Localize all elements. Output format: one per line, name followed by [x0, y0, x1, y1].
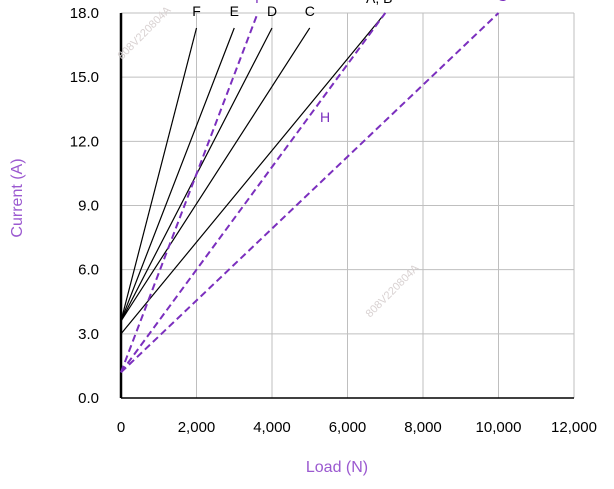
- y-tick-label: 6.0: [78, 262, 99, 279]
- x-tick-label: 0: [117, 419, 125, 436]
- x-tick-label: 12,000: [551, 419, 597, 436]
- series-label: A, B: [366, 0, 392, 6]
- series-label: F: [192, 3, 201, 19]
- x-tick-label: 4,000: [253, 419, 291, 436]
- y-tick-label: 12.0: [70, 133, 99, 150]
- grid: [121, 12, 575, 398]
- y-tick-label: 3.0: [78, 326, 99, 343]
- series-labels: A, B C D E F G H I: [192, 0, 508, 125]
- series-line: [120, 12, 387, 373]
- series-line: [120, 12, 386, 335]
- x-axis-title: Load (N): [306, 459, 368, 476]
- series-line: [120, 27, 311, 322]
- series-label: D: [267, 3, 277, 19]
- series-label: H: [320, 109, 330, 125]
- series-line: [120, 12, 500, 374]
- series-line: [120, 14, 258, 373]
- y-tick-label: 0.0: [78, 390, 99, 407]
- x-tick-label: 10,000: [476, 419, 522, 436]
- series-label: I: [255, 0, 259, 6]
- series-line: [120, 27, 235, 322]
- x-tick-label: 6,000: [329, 419, 367, 436]
- y-tick-label: 18.0: [70, 5, 99, 22]
- y-tick-label: 9.0: [78, 198, 99, 215]
- series-label: C: [305, 3, 315, 19]
- y-tick-label: 15.0: [70, 69, 99, 86]
- series-label: E: [230, 3, 239, 19]
- series-label: G: [497, 0, 508, 4]
- series-layer: [120, 12, 500, 374]
- tick-labels: 0.0 3.0 6.0 9.0 12.0 15.0 18.0 0 2,000 4,000 6,000…: [70, 5, 597, 436]
- y-axis-title: Current (A): [9, 158, 26, 237]
- watermark: 808V220804A: [364, 262, 422, 320]
- x-tick-label: 8,000: [404, 419, 442, 436]
- series-line: [120, 27, 198, 322]
- x-tick-label: 2,000: [178, 419, 216, 436]
